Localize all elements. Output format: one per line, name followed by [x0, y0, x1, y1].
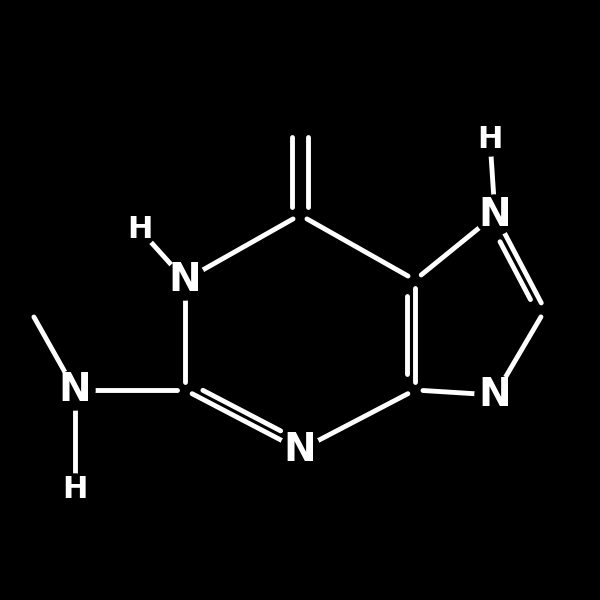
Text: N: N [479, 376, 511, 414]
Circle shape [280, 430, 320, 470]
Circle shape [475, 195, 515, 235]
Text: N: N [59, 371, 91, 409]
Circle shape [278, 88, 322, 132]
Text: N: N [169, 261, 202, 299]
Circle shape [475, 375, 515, 415]
Circle shape [165, 260, 205, 300]
Text: H: H [127, 215, 152, 245]
Text: H: H [62, 475, 88, 505]
Text: N: N [284, 431, 316, 469]
Circle shape [474, 124, 506, 156]
Circle shape [124, 214, 156, 246]
Text: N: N [479, 196, 511, 234]
Text: H: H [478, 125, 503, 154]
Circle shape [55, 370, 95, 410]
Circle shape [59, 474, 91, 506]
